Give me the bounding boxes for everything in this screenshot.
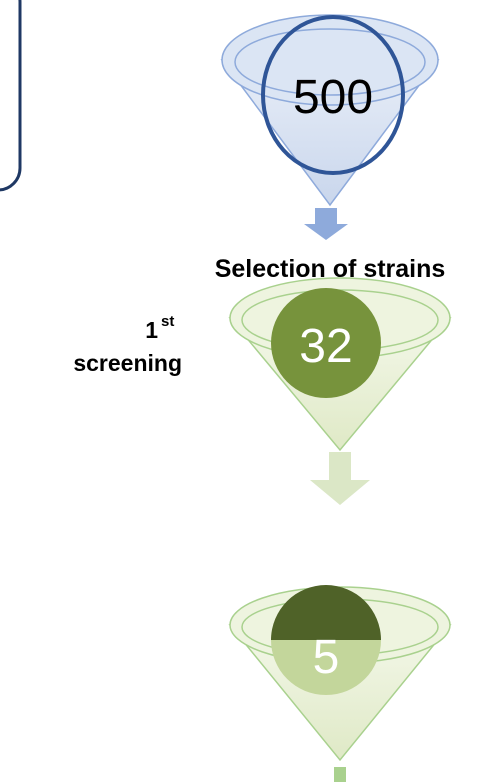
stage-number: 1 (145, 317, 158, 343)
funnel-label: 500 (293, 71, 373, 124)
arrow (334, 767, 346, 782)
funnel-rim-inner (234, 28, 426, 96)
funnel-rim (221, 14, 439, 106)
funnel-circle-lower (271, 640, 382, 696)
stage-number-text: 1 (145, 317, 158, 343)
funnel-label: 5 (313, 631, 340, 684)
arrow (310, 452, 370, 505)
stage-suffix: st (161, 313, 174, 330)
funnel-circle (261, 15, 405, 175)
funnel-label: 32 (299, 320, 352, 373)
funnel-circle (271, 288, 381, 398)
stage-name: screening (73, 350, 182, 376)
funnel-circle-upper (271, 585, 381, 640)
side-box (0, 0, 22, 192)
arrow (304, 208, 348, 240)
